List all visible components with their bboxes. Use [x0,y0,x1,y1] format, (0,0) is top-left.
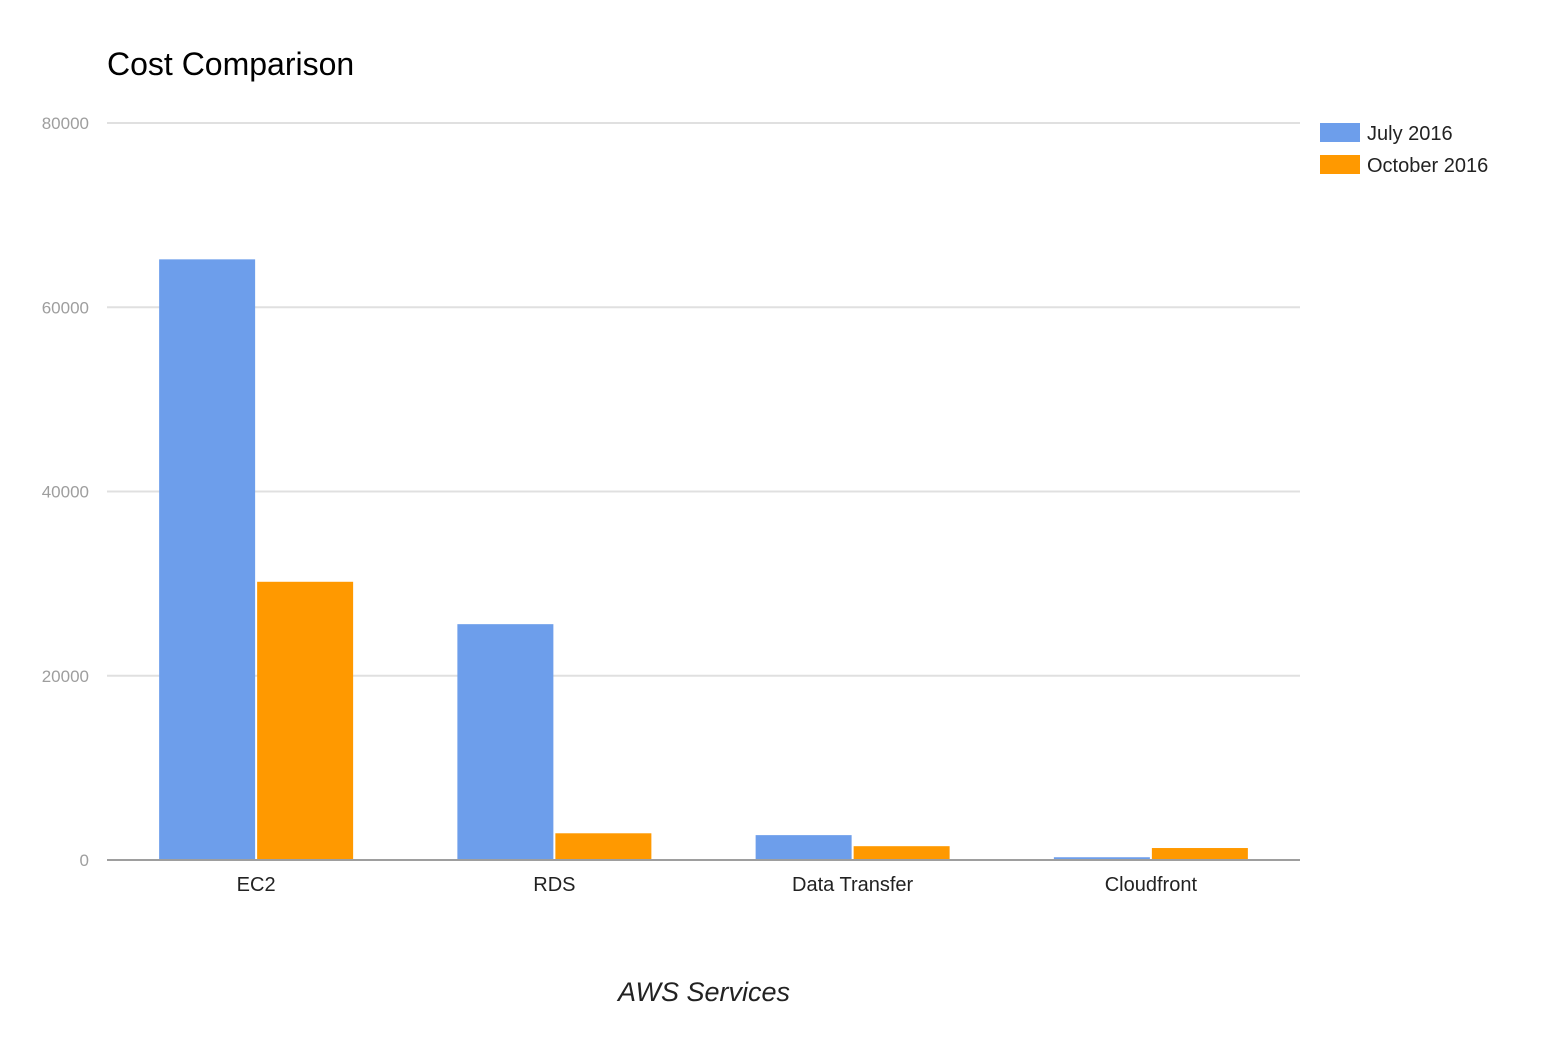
legend: July 2016 October 2016 [1320,123,1488,177]
bar [755,835,852,860]
x-tick-label: RDS [533,874,575,896]
axes: 0 20000 40000 60000 80000 EC2 RDS Data Transfer… [42,114,1300,896]
y-tick-label: 60000 [42,298,89,317]
y-tick-label: 20000 [42,667,89,686]
bar [457,624,554,860]
gridlines [107,122,1300,677]
y-tick-label: 40000 [42,483,89,502]
legend-label: October 2016 [1367,155,1488,177]
bar [159,259,256,861]
x-tick-label: Data Transfer [792,874,914,896]
x-tick-label: Cloudfront [1105,874,1198,896]
bar [257,581,354,860]
bar [853,846,950,860]
chart-title: Cost Comparison [107,46,354,82]
legend-swatch [1320,155,1360,174]
x-axis-label: AWS Services [616,977,790,1007]
y-tick-label: 80000 [42,114,89,133]
bar [1151,848,1248,860]
legend-label: July 2016 [1367,123,1453,145]
x-tick-label: EC2 [237,874,276,896]
bars [159,259,1248,861]
y-tick-label: 0 [80,851,89,870]
bar [555,833,652,860]
bar [1053,857,1150,860]
legend-swatch [1320,123,1360,142]
